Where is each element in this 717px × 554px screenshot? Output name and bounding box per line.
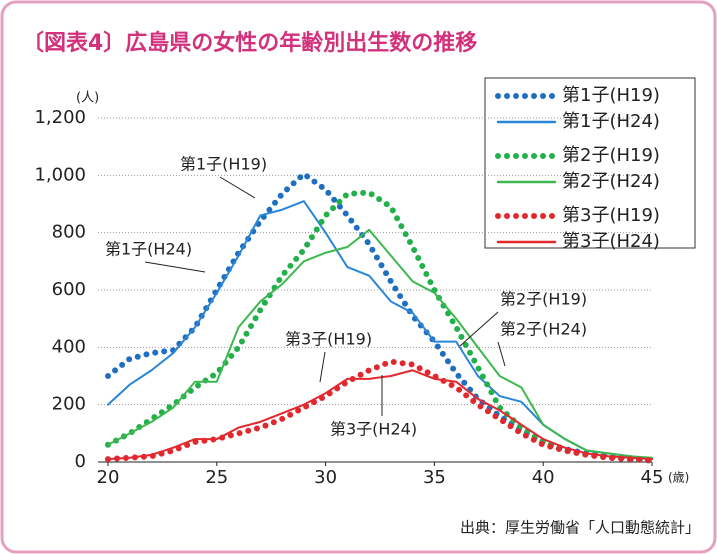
- y-tick-label: 200: [52, 394, 86, 415]
- y-tick-label: 600: [52, 279, 86, 300]
- annotation: 第1子(H19): [180, 155, 267, 174]
- annotation: 第3子(H19): [285, 330, 372, 349]
- legend-box: [484, 77, 696, 249]
- x-tick-label: 40: [532, 467, 555, 488]
- y-tick-label: 0: [75, 451, 86, 472]
- legend-label: 第1子(H24): [562, 111, 660, 132]
- source: 出典：厚生労働省「人口動態統計」: [460, 519, 700, 537]
- x-unit: (歳): [668, 471, 689, 485]
- x-tick-label: 45: [641, 467, 664, 488]
- annotation-arrow: [319, 351, 326, 383]
- annotation: 第3子(H24): [330, 420, 417, 439]
- legend-label: 第3子(H19): [562, 205, 660, 226]
- annotation-arrow: [144, 261, 206, 273]
- y-unit: (人): [76, 91, 99, 106]
- annotation: 第2子(H24): [500, 320, 587, 339]
- legend-label: 第2子(H24): [562, 171, 660, 192]
- y-tick-label: 800: [52, 222, 86, 243]
- legend-label: 第2子(H19): [562, 145, 660, 166]
- series-line: [107, 369, 653, 461]
- y-tick-label: 1,000: [34, 164, 86, 185]
- annotation: 第2子(H19): [500, 290, 587, 309]
- legend-label: 第1子(H19): [562, 85, 660, 106]
- annotation-arrow: [219, 176, 256, 199]
- x-tick-label: 30: [314, 467, 337, 488]
- legend-label: 第3子(H24): [562, 231, 660, 252]
- series-line: [105, 358, 655, 464]
- x-tick-label: 20: [97, 467, 120, 488]
- annotation-arrow: [497, 341, 506, 367]
- series-line: [107, 228, 653, 459]
- chart-title: 〔図表4〕広島県の女性の年齢別出生数の推移: [22, 30, 477, 56]
- y-tick-label: 1,200: [34, 107, 86, 128]
- x-tick-label: 25: [205, 467, 228, 488]
- annotation: 第1子(H24): [105, 240, 192, 259]
- annotation-arrow: [459, 311, 499, 347]
- y-tick-label: 400: [52, 336, 86, 357]
- x-tick-label: 35: [423, 467, 446, 488]
